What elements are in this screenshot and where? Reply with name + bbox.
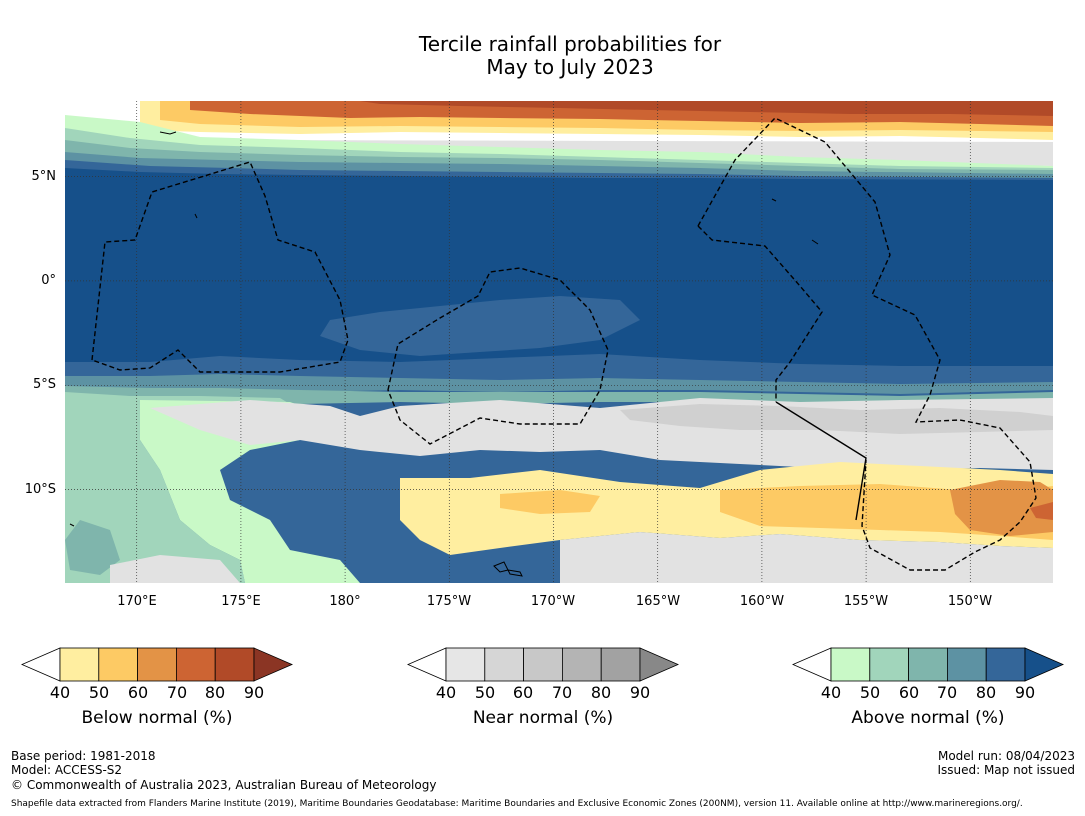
cb-above-title: Above normal (%) [851, 708, 1005, 728]
cb-near-tick-70: 70 [551, 683, 573, 702]
gridlines [65, 101, 1053, 583]
above-southwest-60 [65, 392, 300, 583]
copyright-text: © Commonwealth of Australia 2023, Austra… [11, 778, 437, 792]
below-patch-orange [950, 480, 1053, 536]
lat-label-10s: 10°S [24, 482, 56, 497]
cb-below-tick-60: 60 [127, 683, 149, 702]
lat-label-0: 0° [41, 273, 56, 288]
lat-label-5s: 5°S [32, 377, 56, 392]
base-period-text: Base period: 1981-2018 [11, 749, 156, 763]
island-marks-a [159, 131, 177, 135]
model-text: Model: ACCESS-S2 [11, 763, 123, 777]
lon-label-150w: 150°W [947, 594, 993, 609]
lon-label-175e: 175°E [221, 594, 261, 609]
cb-below-tick-80: 80 [204, 683, 226, 702]
island-samoa-east [507, 569, 523, 577]
solid-boundary-line [775, 401, 867, 521]
cb-below-tick-50: 50 [88, 683, 110, 702]
cb-below-tick-90: 90 [243, 683, 265, 702]
lon-label-170w: 170°W [530, 594, 576, 609]
shapefile-credit-text: Shapefile data extracted from Flanders M… [11, 799, 1023, 809]
above-southwest-light [140, 400, 360, 583]
eez-boundary-kiribati-line [697, 117, 1037, 571]
cb-below-title: Below normal (%) [81, 708, 233, 728]
above-patch-center [320, 296, 640, 356]
lon-label-180: 180° [329, 594, 361, 609]
map-title-line-2: May to July 2023 [486, 55, 654, 79]
island-marks-c [771, 198, 777, 202]
cb-above-tick-90: 90 [1014, 683, 1036, 702]
island-outlines [69, 131, 819, 577]
cb-near-title: Near normal (%) [472, 708, 614, 728]
cb-above-tick-60: 60 [898, 683, 920, 702]
cb-below-tick-40: 40 [49, 683, 71, 702]
cb-near-tick-60: 60 [512, 683, 534, 702]
above-band-south-60 [65, 386, 1053, 404]
cb-near-tick-40: 40 [435, 683, 457, 702]
island-marks-b [194, 213, 198, 219]
eez-boundaries [91, 117, 1037, 571]
eez-boundary-kiribati-line-west [697, 225, 823, 402]
cb-above-tick-40: 40 [820, 683, 842, 702]
above-band-south-70 [65, 374, 1053, 394]
below-patch-mid-west [500, 490, 600, 514]
lat-label-5n: 5°N [31, 169, 57, 184]
below-band-north-darkest [360, 101, 1053, 116]
island-marks-e [69, 523, 75, 527]
cb-below-tick-70: 70 [166, 683, 188, 702]
below-patch-dark [1030, 502, 1053, 520]
near-region-south-darker [620, 404, 1053, 434]
lon-label-170e: 170°E [117, 594, 157, 609]
cb-above-tick-70: 70 [936, 683, 958, 702]
island-marks-d [811, 239, 819, 245]
lon-label-160w: 160°W [739, 594, 785, 609]
lon-label-155w: 155°W [843, 594, 889, 609]
above-band-south-80 [65, 354, 1053, 382]
cb-above-tick-50: 50 [859, 683, 881, 702]
lon-label-175w: 175°W [426, 594, 472, 609]
above-core-90 [65, 168, 1053, 373]
probability-field [65, 101, 1053, 583]
cb-near-tick-50: 50 [474, 683, 496, 702]
cb-near-tick-80: 80 [590, 683, 612, 702]
above-patch-teal [65, 520, 120, 575]
lon-label-165w: 165°W [635, 594, 681, 609]
map-title-line-1: Tercile rainfall probabilities for [418, 32, 722, 56]
model-run-text: Model run: 08/04/2023 [937, 749, 1075, 763]
issued-text: Issued: Map not issued [937, 763, 1075, 777]
near-region-sw [110, 555, 240, 583]
cb-above-tick-80: 80 [975, 683, 997, 702]
cb-near-tick-90: 90 [629, 683, 651, 702]
